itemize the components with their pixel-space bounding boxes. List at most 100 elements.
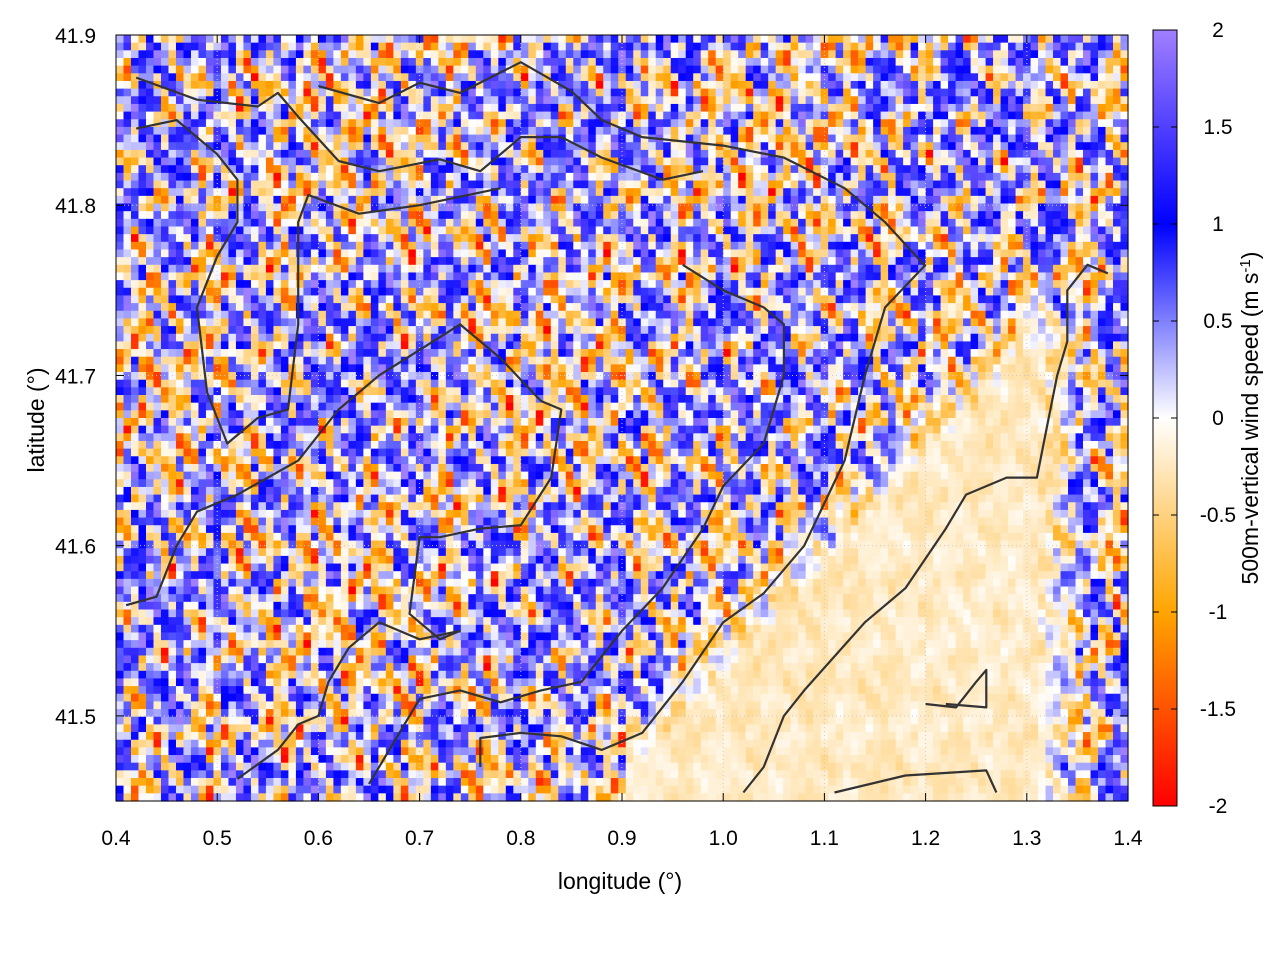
heatmap-cell (603, 195, 612, 205)
heatmap-cell (153, 211, 162, 220)
heatmap-cell (168, 111, 177, 120)
heatmap-cell (198, 35, 207, 44)
heatmap-cell (445, 149, 454, 159)
heatmap-cell (633, 50, 642, 59)
heatmap-cell (303, 103, 312, 113)
heatmap-cell (175, 249, 185, 258)
heatmap-cell (280, 142, 290, 151)
heatmap-cell (925, 280, 934, 289)
heatmap-cell (670, 249, 679, 258)
heatmap-cell (880, 42, 889, 51)
heatmap-cell (130, 310, 140, 320)
heatmap-cell (625, 88, 634, 97)
heatmap-cell (640, 264, 649, 274)
heatmap-cell (760, 73, 769, 82)
heatmap-cell (828, 287, 837, 297)
heatmap-cell (1120, 35, 1129, 44)
heatmap-cell (640, 203, 649, 212)
heatmap-cell (940, 172, 949, 182)
heatmap-cell (325, 234, 334, 243)
heatmap-cell (513, 226, 522, 235)
heatmap-cell (190, 103, 200, 113)
heatmap-cell (573, 134, 582, 143)
heatmap-cell (813, 264, 822, 274)
heatmap-cell (573, 303, 582, 312)
heatmap-cell (970, 287, 979, 297)
heatmap-cell (393, 211, 402, 220)
heatmap-cell (468, 65, 477, 74)
heatmap-cell (250, 88, 260, 97)
heatmap-cell (828, 280, 837, 289)
heatmap-cell (565, 149, 574, 159)
heatmap-cell (685, 96, 694, 105)
heatmap-cell (925, 218, 934, 228)
heatmap-cell (490, 149, 499, 159)
heatmap-cell (1015, 57, 1024, 67)
heatmap-cell (1120, 73, 1129, 82)
heatmap-cell (430, 211, 439, 220)
heatmap-cell (1083, 119, 1092, 128)
heatmap-cell (708, 257, 717, 266)
heatmap-cell (130, 111, 140, 120)
heatmap-cell (138, 203, 147, 212)
heatmap-cell (880, 165, 889, 174)
heatmap-cell (1090, 188, 1099, 197)
heatmap-cell (573, 50, 582, 59)
heatmap-cell (670, 149, 679, 159)
heatmap-cell (153, 310, 162, 320)
heatmap-cell (1060, 126, 1069, 136)
heatmap-cell (393, 165, 402, 174)
heatmap-cell (550, 257, 559, 266)
heatmap-cell (513, 126, 522, 136)
heatmap-cell (618, 157, 627, 166)
heatmap-cell (190, 303, 200, 312)
heatmap-cell (183, 157, 192, 166)
heatmap-cell (768, 257, 777, 266)
heatmap-cell (783, 57, 792, 67)
heatmap-cell (198, 65, 207, 74)
heatmap-cell (250, 211, 260, 220)
heatmap-cell (1098, 234, 1107, 243)
heatmap-cell (138, 103, 147, 113)
heatmap-cell (700, 119, 709, 128)
heatmap-cell (1015, 65, 1024, 74)
heatmap-cell (385, 310, 394, 320)
heatmap-cell (880, 96, 889, 105)
heatmap-cell (970, 180, 979, 189)
heatmap-cell (768, 88, 777, 97)
heatmap-cell (168, 134, 177, 143)
heatmap-cell (588, 80, 597, 90)
heatmap-cell (460, 303, 469, 312)
heatmap-cell (685, 42, 694, 51)
heatmap-cell (940, 42, 949, 51)
heatmap-cell (1113, 134, 1122, 143)
heatmap-cell (116, 188, 125, 197)
heatmap-cell (993, 295, 1002, 304)
heatmap-cell (460, 165, 469, 174)
heatmap-cell (513, 119, 522, 128)
heatmap-cell (318, 287, 327, 297)
heatmap-cell (460, 80, 469, 90)
heatmap-cell (183, 88, 192, 97)
heatmap-cell (445, 80, 454, 90)
heatmap-cell (700, 88, 709, 97)
heatmap-cell (378, 234, 387, 243)
heatmap-cell (655, 103, 664, 113)
heatmap-cell (415, 249, 424, 258)
heatmap-cell (640, 103, 649, 113)
heatmap-cell (670, 165, 679, 174)
heatmap-cell (1060, 172, 1069, 182)
heatmap-cell (528, 88, 537, 97)
heatmap-cell (723, 149, 732, 159)
heatmap-cell (438, 234, 447, 243)
heatmap-cell (910, 188, 919, 197)
heatmap-cell (1098, 42, 1107, 51)
heatmap-cell (1075, 149, 1084, 159)
heatmap-cell (1030, 80, 1039, 90)
heatmap-cell (243, 218, 252, 228)
heatmap-cell (888, 126, 897, 136)
heatmap-cell (483, 73, 492, 82)
heatmap-cell (475, 57, 484, 67)
heatmap-cell (468, 272, 477, 281)
heatmap-cell (198, 57, 207, 67)
